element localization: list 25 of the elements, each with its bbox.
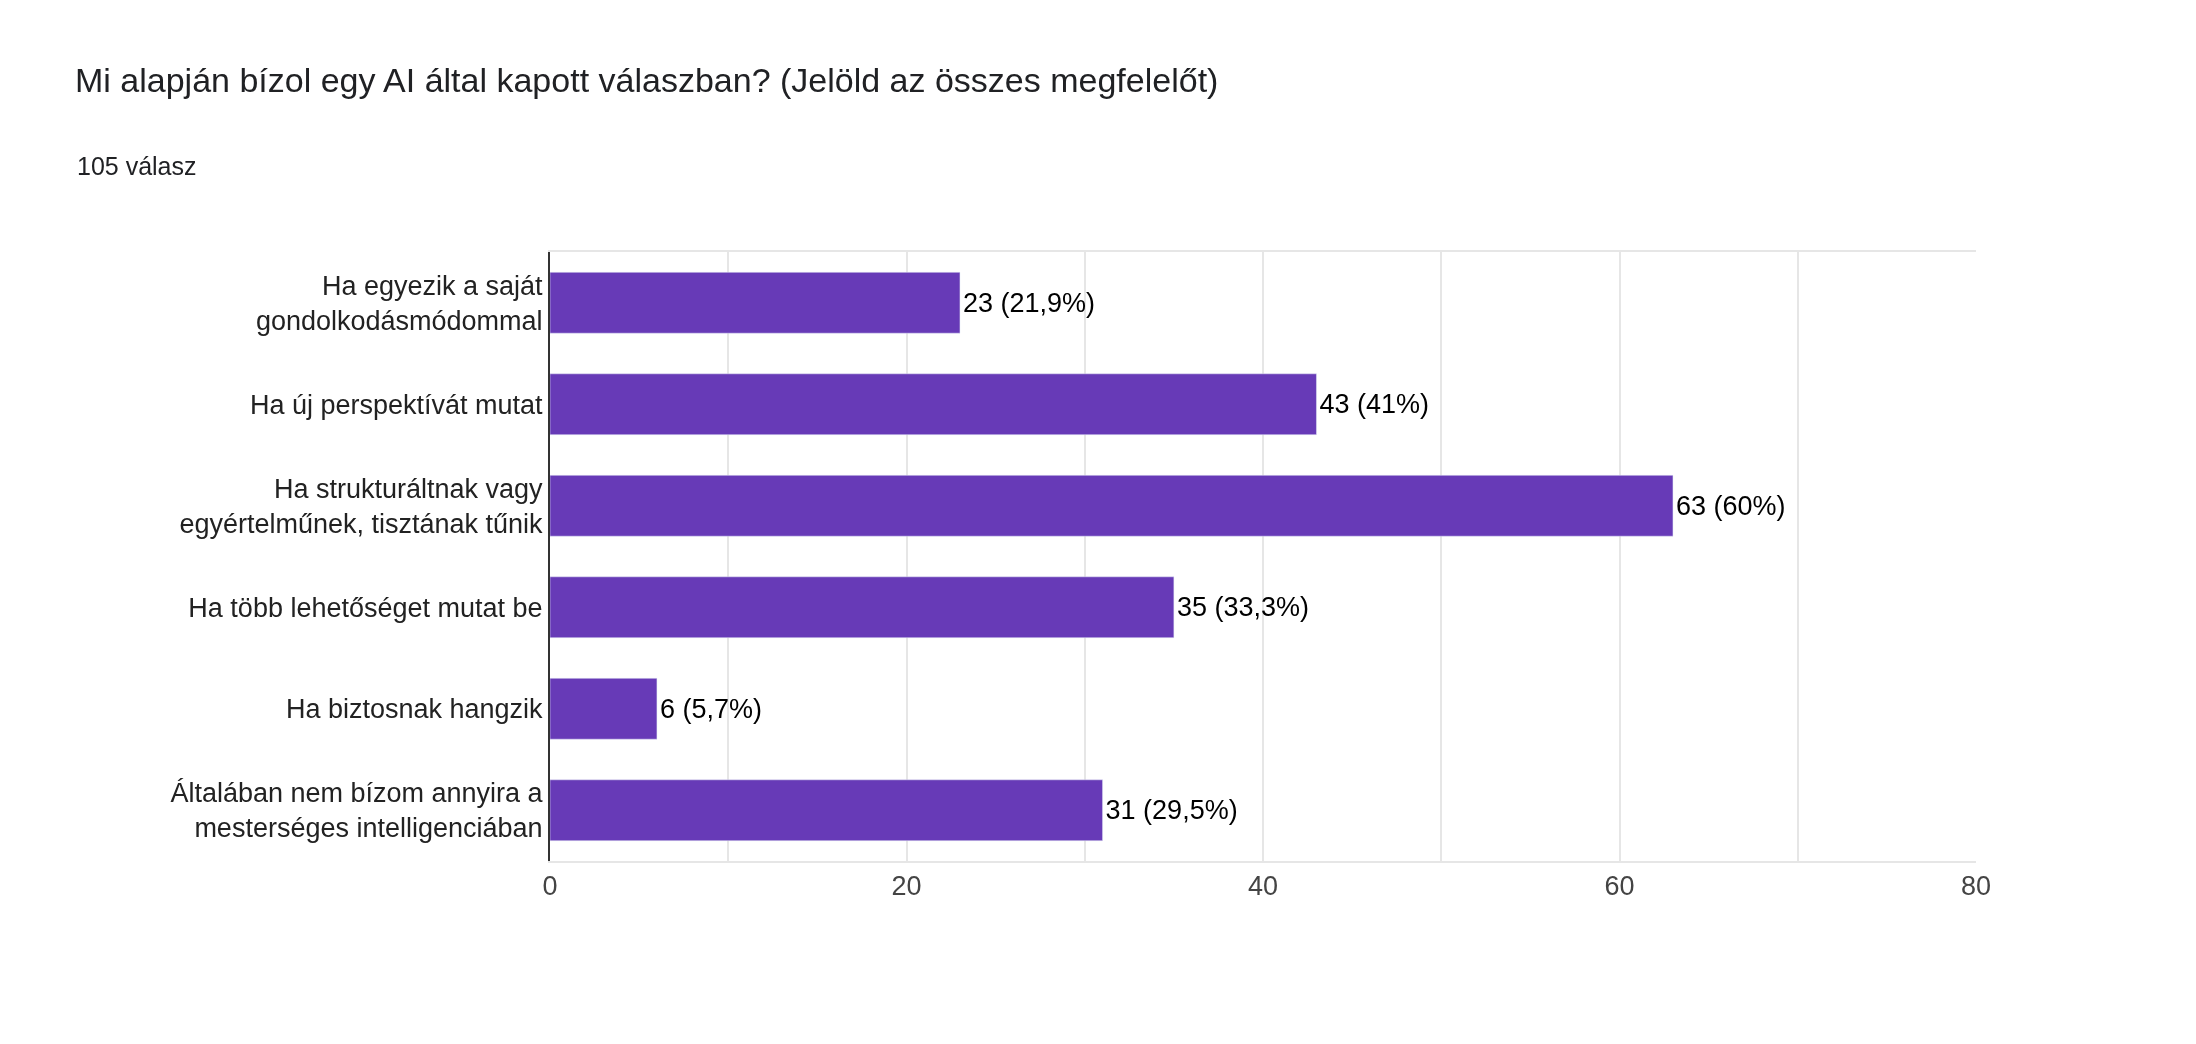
text: 105 válasz bbox=[77, 152, 197, 180]
data-label: 63 (60%) bbox=[1675, 490, 1786, 521]
x-tick-label: 40 bbox=[1247, 871, 1279, 902]
y-tick-label: Ha új perspektívát mutat bbox=[249, 389, 544, 420]
data-label: 35 (33,3%) bbox=[1176, 592, 1309, 623]
data-label: 23 (21,9%) bbox=[962, 287, 1096, 318]
data-label: 43 (41%) bbox=[1319, 389, 1430, 420]
bar bbox=[550, 272, 961, 334]
data-label: 31 (29,5%) bbox=[1105, 795, 1238, 826]
x-tick-label: 60 bbox=[1604, 871, 1635, 902]
y-tick-label: Általában nem bízom annyira a mesterséges intelligenciában bbox=[170, 778, 544, 844]
bar bbox=[550, 576, 1175, 638]
x-tick-label: 20 bbox=[891, 871, 922, 902]
y-tick-label: Ha strukturáltnak vagy egyértelműnek, tisztának tűnik bbox=[179, 473, 544, 539]
y-tick-label: Ha biztosnak hangzik bbox=[285, 694, 544, 725]
y-tick-label: Ha egyezik a saját gondolkodásmódommal bbox=[255, 270, 544, 336]
chart-title: Mi alapján bízol egy AI által kapott válaszban? (Jelöld az összes megfelelőt) bbox=[75, 60, 1219, 99]
x-tick-label: 80 bbox=[1960, 871, 1992, 902]
x-tick-label: 0 bbox=[542, 871, 558, 902]
bar bbox=[550, 373, 1317, 435]
bar bbox=[550, 475, 1674, 537]
bar bbox=[550, 678, 658, 740]
y-tick-label: Ha több lehetőséget mutat be bbox=[188, 592, 543, 623]
data-label: 6 (5,7%) bbox=[659, 693, 762, 724]
bar bbox=[550, 779, 1103, 841]
